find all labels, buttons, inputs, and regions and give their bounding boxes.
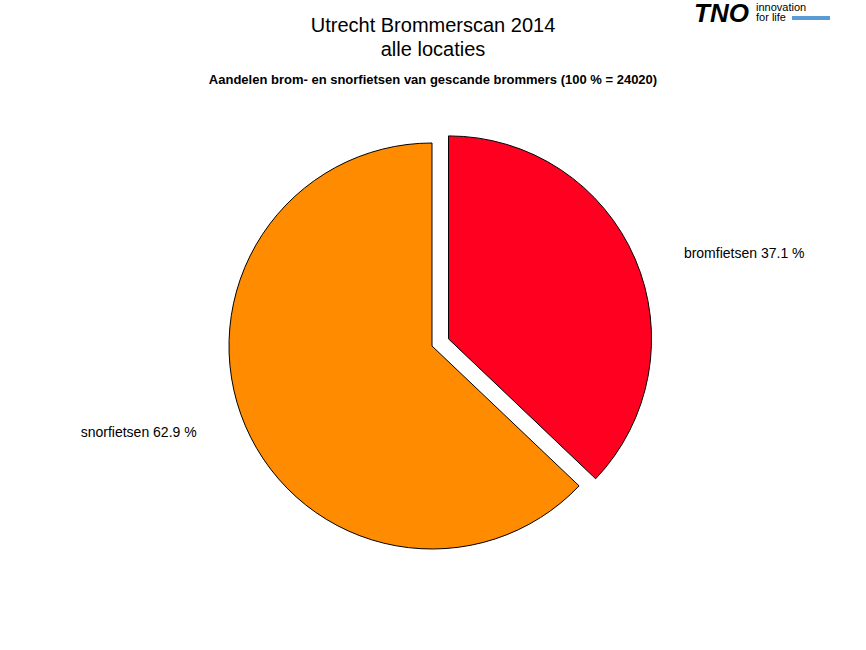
svg-text:snorfietsen 62.9 %: snorfietsen 62.9 % [81,424,197,440]
svg-text:TNO: TNO [694,0,749,28]
svg-text:alle locaties: alle locaties [381,38,486,60]
svg-text:Utrecht Brommerscan 2014: Utrecht Brommerscan 2014 [311,14,556,36]
svg-text:bromfietsen 37.1 %: bromfietsen 37.1 % [684,245,805,261]
svg-text:innovation: innovation [756,0,807,13]
svg-text:for life: for life [756,11,786,23]
svg-text:Aandelen brom- en snorfietsen: Aandelen brom- en snorfietsen van gescan… [209,72,657,87]
